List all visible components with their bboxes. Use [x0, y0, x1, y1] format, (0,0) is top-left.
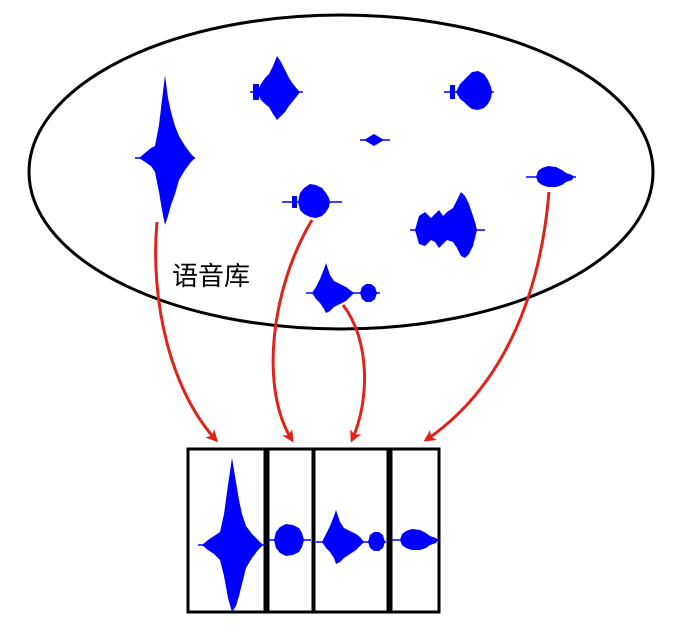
sequence-waveform-2	[267, 524, 311, 556]
selection-arrows	[154, 191, 551, 443]
arrow-unit-1	[154, 221, 219, 443]
concatenated-sequence	[186, 447, 441, 614]
sequence-waveform-3	[316, 510, 386, 564]
arrow-unit-7	[423, 191, 551, 442]
waveform-unit-5	[282, 184, 342, 218]
arrow-unit-8	[341, 304, 367, 443]
arrow-unit-5	[271, 219, 314, 443]
sequence-waveform-1	[198, 458, 265, 612]
sequence-box-3	[312, 447, 390, 614]
waveform-unit-4	[444, 71, 494, 110]
waveform-unit-2	[250, 56, 303, 120]
waveform-unit-6	[410, 192, 485, 258]
waveform-unit-1	[135, 75, 195, 225]
sequence-waveform-4	[392, 529, 438, 550]
speech-database-label: 语音库	[172, 262, 250, 292]
speech-database-ellipse	[27, 13, 655, 331]
sequence-box-2	[266, 447, 315, 614]
waveform-unit-7	[526, 166, 576, 187]
waveform-unit-8	[306, 263, 380, 313]
waveform-unit-3	[360, 134, 390, 146]
